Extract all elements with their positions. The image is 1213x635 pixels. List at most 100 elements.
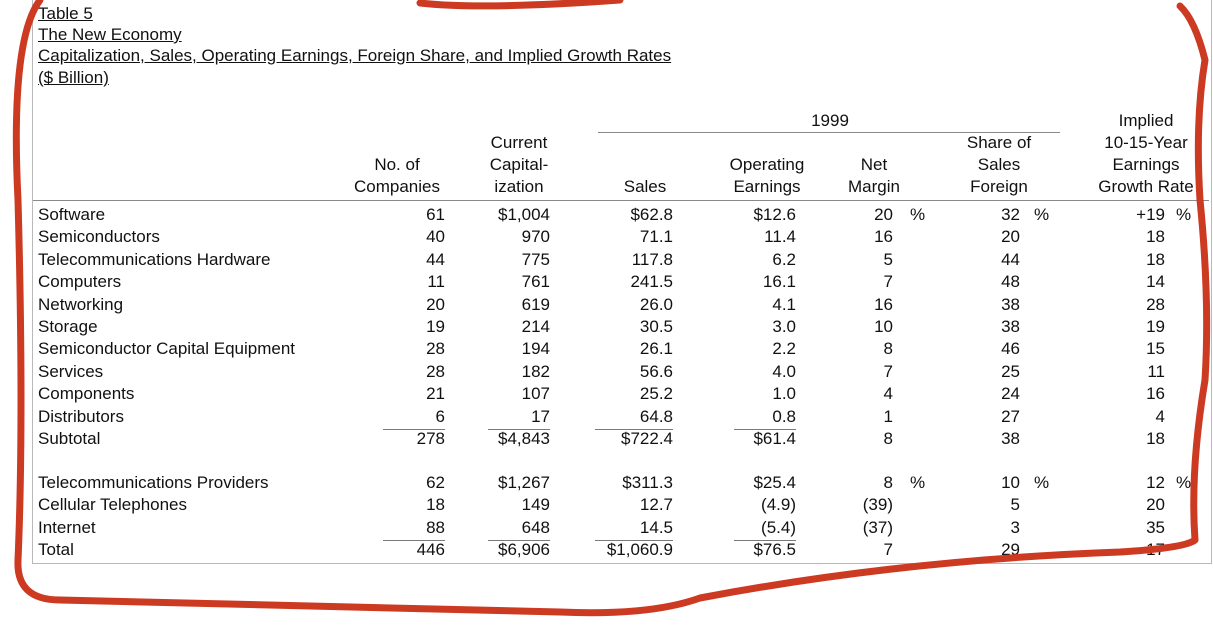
table-cell-margin: 16 [874, 294, 893, 314]
table-cell-margin: 16 [874, 227, 893, 247]
table-cell-foreign: 3 [1010, 517, 1020, 537]
table-cell-sales: 12.7 [639, 495, 673, 515]
table-cell-foreign: 27 [1001, 406, 1020, 426]
column-header-foreign: Sales [977, 155, 1021, 174]
table-cell-sales: 241.5 [630, 272, 673, 292]
row-label: Computers [38, 272, 122, 292]
table-cell-growth: 17 [1146, 540, 1165, 560]
table-cell-margin: 8 [883, 339, 893, 359]
table-cell-cap: 149 [521, 495, 550, 515]
row-label: Networking [38, 294, 124, 314]
column-header-margin: Net [860, 155, 888, 174]
row-label: Distributors [38, 406, 124, 426]
table-cell-growth: 12 [1146, 473, 1165, 492]
table-cell-sales: 56.6 [639, 361, 673, 381]
table-cell-cap: 214 [521, 317, 550, 336]
table-subtitle: The New Economy [38, 25, 182, 44]
column-header-companies: Companies [354, 177, 440, 196]
table-cell-cap: 761 [521, 272, 550, 292]
table-cell-sales: $1,060.9 [606, 540, 673, 560]
column-header-capitalization: Capital- [489, 155, 549, 174]
table-cell-margin: 7 [883, 540, 893, 560]
row-label: Components [38, 384, 135, 404]
table-cell-sales: $311.3 [622, 473, 673, 492]
table-cell-sales: 64.8 [639, 406, 673, 426]
subtotal-rule [488, 429, 550, 430]
table-cell-margin: 4 [883, 384, 893, 404]
table-cell-foreign: 46 [1001, 339, 1020, 359]
row-label: Semiconductors [38, 227, 160, 247]
table-cell-growth: 18 [1146, 227, 1165, 247]
table-cell-foreign: 25 [1001, 361, 1020, 381]
table-cell-cap: $4,843 [498, 429, 550, 448]
table-cell-growth: 19 [1146, 317, 1165, 336]
table-cell-margin: 20 [874, 205, 893, 224]
table-cell-foreign: 5 [1010, 495, 1020, 515]
table-cell-cap: 17 [531, 406, 550, 426]
table-cell-sales: 26.0 [639, 294, 673, 314]
table-cell-margin: 8 [883, 473, 893, 492]
table-cell-growth: 16 [1146, 384, 1165, 404]
subtotal-rule [595, 429, 673, 430]
table-cell-cap: 775 [521, 249, 550, 269]
table-cell-foreign: 38 [1001, 429, 1020, 448]
table-cell-growth: 15 [1146, 339, 1165, 359]
row-label: Total [38, 540, 74, 560]
column-header-companies: No. of [374, 155, 420, 174]
table-title: Table 5 [38, 4, 93, 23]
row-label: Internet [38, 517, 96, 537]
column-header-growth: Growth Rate [1098, 177, 1194, 196]
table-cell-foreign: 48 [1001, 272, 1020, 292]
table-cell-growth: +19 [1136, 205, 1165, 224]
column-header-sales: Sales [623, 177, 667, 196]
table-cell-foreign: 24 [1001, 384, 1020, 404]
table-cell-sales: 25.2 [639, 384, 673, 404]
table-cell-growth: 4 [1155, 406, 1165, 426]
column-header-capitalization: ization [494, 177, 544, 196]
table-cell-growth: 14 [1146, 272, 1165, 292]
column-header-growth: Implied [1118, 111, 1174, 130]
table-units: ($ Billion) [38, 68, 109, 87]
table-cell-sales: 26.1 [639, 339, 673, 359]
table-cell-growth: 35 [1146, 517, 1165, 537]
table-cell-cap: 182 [521, 361, 550, 381]
table-cell-sales: $722.4 [621, 429, 673, 448]
percent-sign: % [1176, 205, 1192, 224]
table-cell-growth: 18 [1146, 249, 1165, 269]
table-cell-margin: 10 [874, 317, 893, 336]
table-cell-cap: $1,004 [498, 205, 550, 224]
table-cell-foreign: 44 [1001, 249, 1020, 269]
table-cell-margin: 5 [883, 249, 893, 269]
year-group-header: 1999 [811, 111, 849, 130]
table-cell-growth: 20 [1146, 495, 1165, 515]
table-cell-margin: (39) [862, 495, 893, 515]
table-cell-cap: 107 [521, 384, 550, 404]
table-cell-foreign: 38 [1001, 294, 1020, 314]
table-cell-margin: 8 [883, 429, 893, 448]
column-header-margin: Margin [848, 177, 900, 196]
row-label: Telecommunications Hardware [38, 249, 271, 269]
column-header-capitalization: Current [490, 133, 548, 152]
row-label: Cellular Telephones [38, 495, 188, 515]
table-cell-foreign: 29 [1001, 540, 1020, 560]
table-cell-cap: 194 [521, 339, 550, 359]
subtotal-rule [595, 540, 673, 542]
percent-sign: % [910, 473, 926, 492]
column-header-growth: Earnings [1112, 155, 1180, 174]
table-cell-cap: 648 [521, 517, 550, 537]
percent-sign: % [1034, 473, 1050, 492]
table-cell-growth: 18 [1146, 429, 1165, 448]
table-cell-sales: 30.5 [639, 317, 673, 336]
percent-sign: % [910, 205, 926, 224]
table-cell-margin: 1 [883, 406, 893, 426]
table-cell-cap: 970 [521, 227, 550, 247]
table-cell-foreign: 20 [1001, 227, 1020, 247]
row-label: Telecommunications Providers [38, 473, 269, 492]
table-cell-cap: 619 [521, 294, 550, 314]
table-cell-cap: $1,267 [498, 473, 550, 492]
row-label: Semiconductor Capital Equipment [38, 339, 296, 359]
table-cell-margin: (37) [862, 517, 893, 537]
table-cell-sales: 117.8 [631, 249, 673, 269]
row-label: Storage [38, 317, 98, 336]
percent-sign: % [1034, 205, 1050, 224]
